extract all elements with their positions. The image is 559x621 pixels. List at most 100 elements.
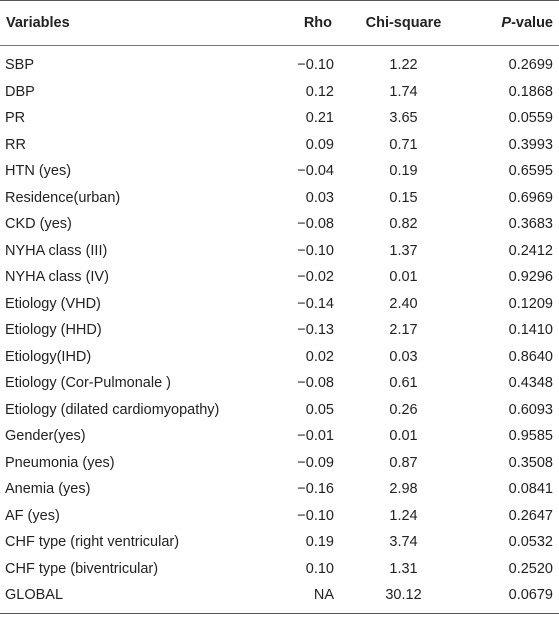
cell-chi-square: 1.31 xyxy=(389,560,418,577)
cell-rho: −0.01 xyxy=(297,428,334,444)
cell-p-value: 0.2647 xyxy=(508,507,553,524)
header-p-value: P-value xyxy=(469,0,559,46)
cell-chi-square: 0.71 xyxy=(389,136,418,153)
cell-variable: RR xyxy=(5,136,26,153)
cell-p-value: 0.1868 xyxy=(508,83,553,100)
cell-variable: HTN (yes) xyxy=(5,163,72,179)
cell-rho: 0.10 xyxy=(305,560,334,577)
cell-chi-square: 1.24 xyxy=(389,507,418,524)
cell-p-value: 0.3508 xyxy=(508,454,553,471)
cell-chi-square: 0.26 xyxy=(389,401,418,418)
cell-variable: Anemia (yes) xyxy=(5,481,91,497)
cell-rho: −0.10 xyxy=(297,507,334,524)
cell-p-value: 0.0841 xyxy=(508,481,553,497)
cell-variable: Etiology (Cor-Pulmonale ) xyxy=(5,375,172,391)
cell-rho: −0.10 xyxy=(297,57,334,73)
cell-rho: −0.08 xyxy=(297,375,334,391)
table-row: CHF type (right ventricular) 0.19 3.74 0.05… xyxy=(0,529,559,556)
cell-rho: −0.04 xyxy=(297,163,334,179)
table-row: Etiology (VHD) −0.14 2.40 0.1209 xyxy=(0,291,559,318)
cell-p-value: 0.1209 xyxy=(508,295,553,312)
cell-p-value: 0.2699 xyxy=(508,57,553,73)
table-row: Anemia (yes) −0.16 2.98 0.0841 xyxy=(0,476,559,503)
cell-variable: Etiology (VHD) xyxy=(5,295,101,312)
cell-p-value: 0.1410 xyxy=(508,322,553,338)
cell-rho: −0.08 xyxy=(297,216,334,232)
cell-variable: DBP xyxy=(5,83,35,100)
cell-rho: −0.09 xyxy=(297,454,334,471)
cell-variable: SBP xyxy=(5,57,35,73)
cell-chi-square: 0.61 xyxy=(389,375,418,391)
cell-rho: −0.13 xyxy=(297,322,334,338)
cell-p-value: 0.6093 xyxy=(508,401,553,418)
cell-variable: Gender(yes) xyxy=(5,428,86,444)
cell-variable: Etiology (HHD) xyxy=(5,322,102,338)
cell-rho: −0.16 xyxy=(297,481,334,497)
cell-rho: −0.14 xyxy=(297,295,334,312)
cell-rho: 0.02 xyxy=(305,348,334,365)
cell-p-value: 0.8640 xyxy=(508,348,553,365)
cell-variable: CHF type (right ventricular) xyxy=(5,534,180,550)
cell-chi-square: 30.12 xyxy=(338,582,469,614)
table-row: AF (yes) −0.10 1.24 0.2647 xyxy=(0,503,559,530)
table-row: Etiology(IHD) 0.02 0.03 0.8640 xyxy=(0,344,559,371)
cell-p-value: 0.6595 xyxy=(508,163,553,179)
header-variables: Variables xyxy=(0,0,278,46)
cell-chi-square: 1.74 xyxy=(389,83,418,100)
table-row: Pneumonia (yes) −0.09 0.87 0.3508 xyxy=(0,450,559,477)
cell-rho: −0.10 xyxy=(297,242,334,259)
table-row: HTN (yes) −0.04 0.19 0.6595 xyxy=(0,158,559,185)
cell-rho: NA xyxy=(278,582,338,614)
cell-chi-square: 1.22 xyxy=(389,57,418,73)
cell-variable: AF (yes) xyxy=(5,507,60,524)
cell-p-value: 0.0532 xyxy=(508,534,553,550)
table-row: Etiology (Cor-Pulmonale ) −0.08 0.61 0.4348 xyxy=(0,370,559,397)
cell-variable: Residence(urban) xyxy=(5,189,121,206)
table-row: PR 0.21 3.65 0.0559 xyxy=(0,105,559,132)
cell-rho: 0.21 xyxy=(305,110,334,126)
cell-p-value: 0.3683 xyxy=(508,216,553,232)
cell-chi-square: 0.87 xyxy=(389,454,418,471)
cell-rho: −0.02 xyxy=(297,269,334,285)
table-row: DBP 0.12 1.74 0.1868 xyxy=(0,79,559,106)
cell-rho: 0.03 xyxy=(305,189,334,206)
table-row: Etiology (HHD) −0.13 2.17 0.1410 xyxy=(0,317,559,344)
cell-variable: Pneumonia (yes) xyxy=(5,454,115,471)
header-rho: Rho xyxy=(278,0,338,46)
table-row: CKD (yes) −0.08 0.82 0.3683 xyxy=(0,211,559,238)
cell-chi-square: 0.15 xyxy=(389,189,418,206)
cell-chi-square: 0.03 xyxy=(389,348,418,365)
table-body: SBP −0.10 1.22 0.2699 DBP 0.12 1.74 0.1868 PR 0.2… xyxy=(0,46,559,614)
cell-variable: NYHA class (IV) xyxy=(5,269,109,285)
cell-variable: CKD (yes) xyxy=(5,216,72,232)
cell-p-value: 0.6969 xyxy=(508,189,553,206)
table-row: RR 0.09 0.71 0.3993 xyxy=(0,132,559,159)
cell-p-value: 0.9585 xyxy=(508,428,553,444)
cell-variable: GLOBAL xyxy=(0,582,278,614)
cell-chi-square: 2.98 xyxy=(389,481,418,497)
cell-p-value: 0.0559 xyxy=(508,110,553,126)
cell-chi-square: 1.37 xyxy=(389,242,418,259)
table-row: NYHA class (III) −0.10 1.37 0.2412 xyxy=(0,238,559,265)
table-row: Residence(urban) 0.03 0.15 0.6969 xyxy=(0,185,559,212)
header-row: Variables Rho Chi-square P-value xyxy=(0,0,559,46)
cell-chi-square: 2.17 xyxy=(389,322,418,338)
cell-rho: 0.19 xyxy=(305,534,334,550)
cell-variable: NYHA class (III) xyxy=(5,242,108,259)
cell-chi-square: 2.40 xyxy=(389,295,418,312)
cell-chi-square: 3.65 xyxy=(389,110,418,126)
table-row: CHF type (biventricular) 0.10 1.31 0.2520 xyxy=(0,556,559,583)
cell-p-value: 0.0679 xyxy=(469,582,559,614)
cell-p-value: 0.3993 xyxy=(508,136,553,153)
table-row: SBP −0.10 1.22 0.2699 xyxy=(0,46,559,79)
cell-rho: 0.05 xyxy=(305,401,334,418)
cell-variable: Etiology (dilated cardiomyopathy) xyxy=(5,401,220,418)
cell-chi-square: 3.74 xyxy=(389,534,418,550)
cell-chi-square: 0.82 xyxy=(389,216,418,232)
cell-p-value: 0.9296 xyxy=(508,269,553,285)
header-p-value-rest: -value xyxy=(511,15,553,31)
cell-p-value: 0.2412 xyxy=(508,242,553,259)
cell-variable: Etiology(IHD) xyxy=(5,348,92,365)
